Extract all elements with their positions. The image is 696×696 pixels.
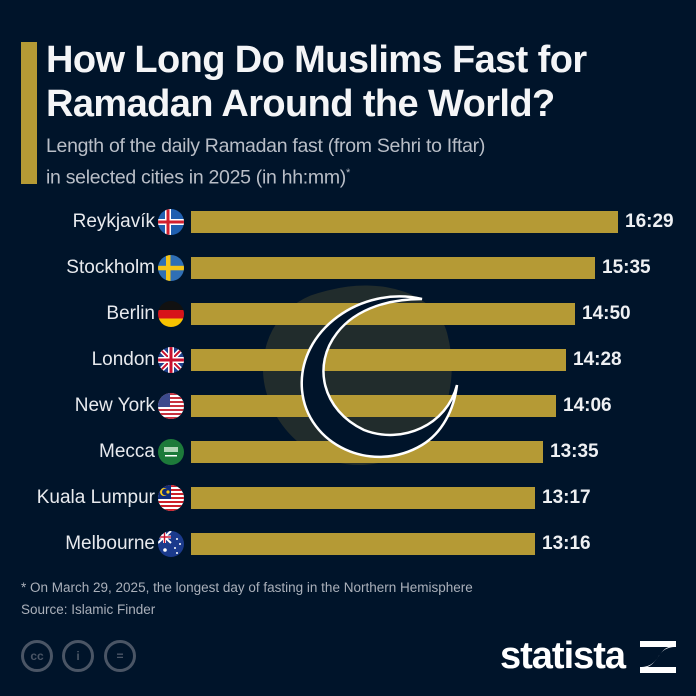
city-label: London bbox=[91, 349, 155, 370]
chart-row: Kuala Lumpur 13:17 bbox=[0, 485, 696, 511]
chart-subtitle: Length of the daily Ramadan fast (from S… bbox=[46, 133, 686, 192]
chart-row: Melbourne 13:16 bbox=[0, 531, 696, 557]
city-label: Mecca bbox=[99, 441, 155, 462]
no-derivatives-icon[interactable]: = bbox=[104, 640, 136, 672]
statista-logo[interactable]: statista bbox=[500, 635, 626, 677]
australia-flag-icon bbox=[158, 531, 184, 557]
subtitle-line-1: Length of the daily Ramadan fast (from S… bbox=[46, 135, 486, 157]
statista-logo-mark-icon bbox=[640, 641, 676, 673]
chart-row: Mecca 13:35 bbox=[0, 439, 696, 465]
germany-flag-icon bbox=[158, 301, 184, 327]
bar[interactable] bbox=[191, 211, 618, 233]
value-label: 13:35 bbox=[550, 441, 599, 462]
usa-flag-icon bbox=[158, 393, 184, 419]
value-label: 14:06 bbox=[563, 395, 612, 416]
chart-title: How Long Do Muslims Fast for Ramadan Aro… bbox=[46, 39, 587, 125]
uk-flag-icon bbox=[158, 347, 184, 373]
chart-row: Stockholm 15:35 bbox=[0, 255, 696, 281]
source-text: Source: Islamic Finder bbox=[21, 602, 156, 617]
creative-commons-icon[interactable]: cc bbox=[21, 640, 53, 672]
bar[interactable] bbox=[191, 349, 566, 371]
city-label: Berlin bbox=[106, 303, 155, 324]
bar[interactable] bbox=[191, 395, 556, 417]
city-label: Reykjavík bbox=[72, 211, 155, 232]
city-label: New York bbox=[74, 395, 155, 416]
attribution-icon[interactable]: i bbox=[62, 640, 94, 672]
bar[interactable] bbox=[191, 487, 535, 509]
chart-row: New York 14:06 bbox=[0, 393, 696, 419]
city-label: Kuala Lumpur bbox=[36, 487, 155, 508]
bar[interactable] bbox=[191, 303, 575, 325]
iceland-flag-icon bbox=[158, 209, 184, 235]
crescent-moon-icon bbox=[300, 295, 459, 459]
bar[interactable] bbox=[191, 533, 535, 555]
city-label: Stockholm bbox=[66, 257, 155, 278]
value-label: 13:17 bbox=[542, 487, 591, 508]
saudi-arabia-flag-icon bbox=[158, 439, 184, 465]
value-label: 13:16 bbox=[542, 533, 591, 554]
sweden-flag-icon bbox=[158, 255, 184, 281]
chart-row: Berlin 14:50 bbox=[0, 301, 696, 327]
bar[interactable] bbox=[191, 257, 595, 279]
value-label: 14:50 bbox=[582, 303, 631, 324]
footnote-mark: * bbox=[345, 167, 350, 179]
value-label: 16:29 bbox=[625, 211, 674, 232]
malaysia-flag-icon bbox=[158, 485, 184, 511]
value-label: 15:35 bbox=[602, 257, 651, 278]
value-label: 14:28 bbox=[573, 349, 622, 370]
chart-row: London 14:28 bbox=[0, 347, 696, 373]
chart-row: Reykjavík 16:29 bbox=[0, 209, 696, 235]
city-label: Melbourne bbox=[65, 533, 155, 554]
subtitle-line-2: in selected cities in 2025 (in hh:mm) bbox=[46, 166, 346, 189]
footnote: * On March 29, 2025, the longest day of … bbox=[21, 580, 473, 595]
title-accent-bar bbox=[21, 42, 37, 184]
